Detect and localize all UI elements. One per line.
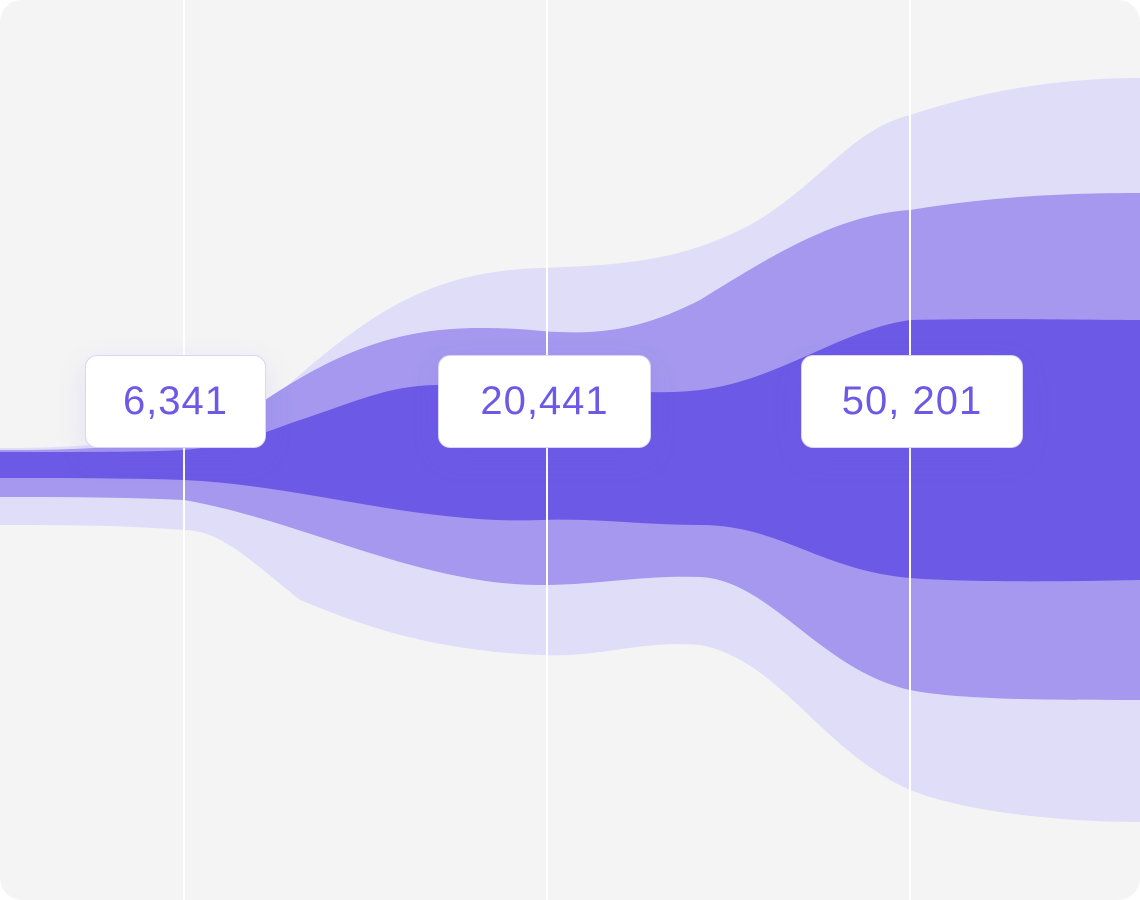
value-tag: 20,441 <box>438 355 651 448</box>
value-tag: 50, 201 <box>801 355 1023 448</box>
value-tag: 6,341 <box>85 355 266 448</box>
